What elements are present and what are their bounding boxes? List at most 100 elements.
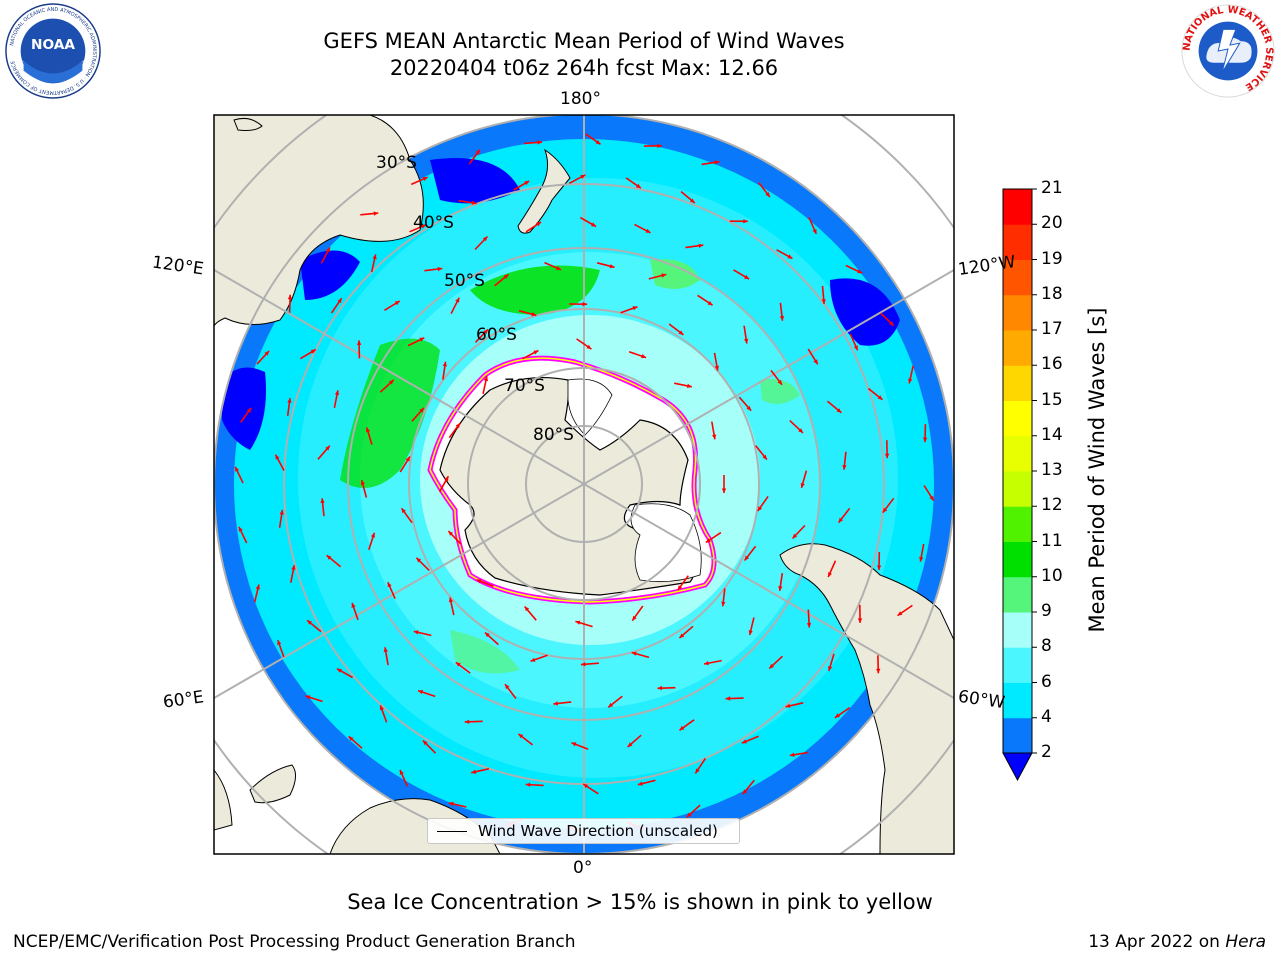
wave-direction-arrowhead xyxy=(661,273,667,278)
wave-direction-arrowhead xyxy=(595,139,601,145)
wave-direction-arrowhead xyxy=(800,483,805,488)
wave-direction-arrowhead xyxy=(483,329,488,335)
wave-direction-arrowhead xyxy=(742,789,748,795)
wave-direction-arrowhead xyxy=(806,622,812,628)
noaa-logo: NOAA NATIONAL OCEANIC AND ATMOSPHERIC AD… xyxy=(5,3,101,99)
colorbar-swatch xyxy=(1003,400,1032,437)
colorbar-tick-label: 4 xyxy=(1041,706,1052,727)
wave-direction-arrowhead xyxy=(580,662,586,667)
wave-direction-arrowhead xyxy=(553,701,558,706)
wave-direction-arrowhead xyxy=(291,565,296,570)
wave-direction-arrowhead xyxy=(908,378,913,384)
wave-direction-arrowhead xyxy=(310,349,316,354)
wave-direction-arrowhead xyxy=(399,769,404,775)
lon-label-0: 0° xyxy=(573,858,593,878)
colorbar-tick-label: 13 xyxy=(1041,460,1063,480)
wave-direction-arrowhead xyxy=(857,269,863,274)
wave-direction-arrowhead xyxy=(929,495,934,501)
wave-direction-arrowhead xyxy=(777,379,782,385)
wave-direction-arrowhead xyxy=(744,338,749,344)
wave-direction-arrowhead xyxy=(627,742,633,747)
wave-direction-arrowhead xyxy=(632,615,637,621)
wave-direction-arrowhead xyxy=(876,668,881,674)
footer-branch: NCEP/EMC/Verification Post Processing Pr… xyxy=(13,932,576,952)
wave-direction-arrowhead xyxy=(279,509,284,515)
sea-ice-note: Sea Ice Concentration > 15% is shown in … xyxy=(347,890,933,914)
wave-direction-arrowhead xyxy=(687,383,692,388)
map-frame xyxy=(213,114,955,855)
wave-direction-arrowhead xyxy=(287,294,293,300)
wave-direction-arrowhead xyxy=(721,488,727,493)
wave-direction-arrowhead xyxy=(379,705,384,711)
wave-direction-arrowhead xyxy=(455,423,460,429)
wave-direction-arrowhead xyxy=(246,407,252,413)
colorbar-swatch xyxy=(1003,224,1032,260)
wave-direction-arrowhead xyxy=(442,361,447,367)
chart-subtitle: 20220404 t06z 264h fcst Max: 12.66 xyxy=(389,56,779,80)
wave-direction-arrowhead xyxy=(320,498,325,503)
wave-direction-arrowhead xyxy=(394,301,400,306)
wave-direction-arrowhead xyxy=(678,330,684,335)
wave-direction-arrowhead xyxy=(838,517,844,523)
wave-direction-arrowhead xyxy=(876,565,882,570)
wave-direction-arrowhead xyxy=(922,437,928,443)
colorbar-tick-label: 2 xyxy=(1041,742,1052,762)
wave-direction-arrowhead xyxy=(853,345,858,351)
wave-direction-arrowhead xyxy=(533,350,539,355)
colorbar-swatch xyxy=(1003,576,1032,613)
wave-direction-arrowhead xyxy=(677,585,683,591)
colorbar-tick-label: 14 xyxy=(1041,424,1063,445)
wave-direction-arrowhead xyxy=(812,228,817,234)
legend-line-icon xyxy=(437,831,467,832)
wave-direction-arrowhead xyxy=(608,702,614,708)
wave-direction-arrowhead xyxy=(518,733,524,739)
colorbar-tick-label: 15 xyxy=(1041,389,1063,410)
wave-direction-arrowhead xyxy=(637,781,643,786)
wave-direction-arrowhead xyxy=(698,243,704,248)
colorbar-swatch xyxy=(1003,506,1032,542)
wave-direction-arrowhead xyxy=(842,465,847,470)
wave-direction-arrowhead xyxy=(448,801,454,807)
colorbar-swatch xyxy=(1003,717,1032,754)
wave-direction-arrowhead xyxy=(356,340,362,345)
wave-direction-arrowhead xyxy=(238,526,243,532)
colorbar-under-triangle xyxy=(1002,752,1033,782)
wave-direction-arrowhead xyxy=(485,632,490,638)
colorbar xyxy=(1002,188,1037,782)
colorbar-swatch xyxy=(1003,541,1032,578)
wave-direction-arrowhead xyxy=(686,812,692,818)
wave-direction-arrowhead xyxy=(351,602,356,608)
colorbar-tick-label: 8 xyxy=(1041,636,1052,657)
wave-direction-arrowhead xyxy=(556,266,561,270)
nws-logo: NATIONAL WEATHER SERVICE xyxy=(1181,4,1275,98)
colorbar-tick-label: 6 xyxy=(1041,671,1052,692)
new-zealand-land xyxy=(517,148,571,234)
wave-direction-arrowhead xyxy=(679,633,685,638)
wave-direction-arrowhead xyxy=(305,695,311,700)
wave-direction-arrowhead xyxy=(689,198,695,203)
wave-direction-arrowhead xyxy=(657,685,662,691)
wave-direction-arrowhead xyxy=(360,480,365,485)
wave-direction-arrowhead xyxy=(765,192,770,197)
wave-direction-arrowhead xyxy=(882,507,888,513)
colorbar-tick-label: 19 xyxy=(1041,248,1063,269)
madagascar-land xyxy=(249,764,296,804)
colorbar-tick-label: 21 xyxy=(1041,178,1063,198)
wave-direction-arrowhead xyxy=(769,663,775,669)
south-america-land xyxy=(779,543,954,854)
wave-direction-arrowhead xyxy=(448,597,454,603)
wave-direction-arrowhead xyxy=(583,784,589,789)
wave-direction-arrowhead xyxy=(464,719,470,724)
wave-direction-arrowhead xyxy=(525,782,531,787)
wave-direction-arrowhead xyxy=(401,508,406,514)
wave-direction-arrowhead xyxy=(889,321,894,326)
wave-direction-arrowhead xyxy=(337,298,342,304)
wave-direction-arrowhead xyxy=(531,312,537,317)
wave-direction-arrowhead xyxy=(287,398,292,403)
wave-direction-arrowhead xyxy=(721,601,726,607)
wave-direction-arrowhead xyxy=(421,224,427,229)
wave-direction-arrowhead xyxy=(387,582,392,588)
wave-direction-arrowhead xyxy=(712,434,717,440)
wave-direction-arrowhead xyxy=(413,630,419,635)
wave-direction-arrowhead xyxy=(645,228,651,233)
